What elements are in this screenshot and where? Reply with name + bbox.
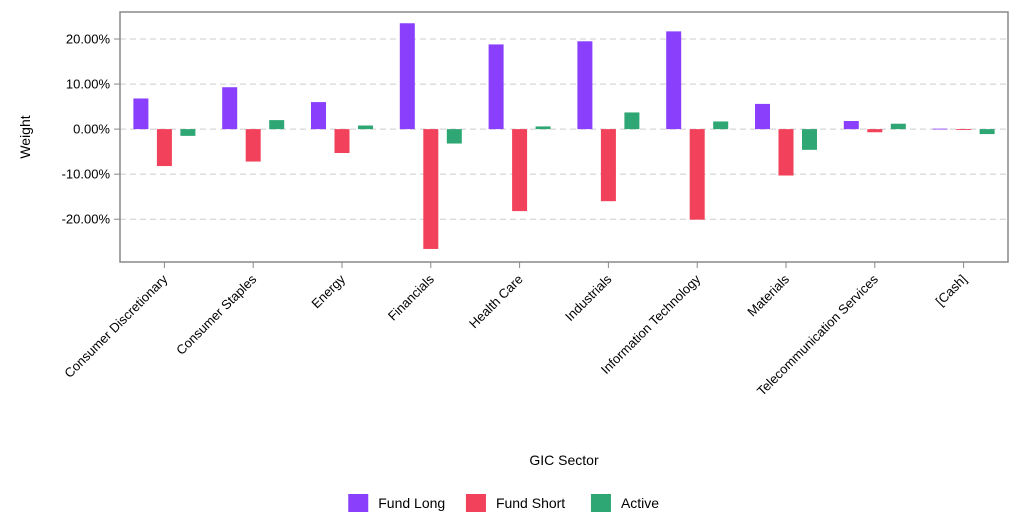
legend-item: Active [590,494,659,512]
legend: Fund Long Fund Short Active [348,494,659,512]
x-axis-ticks: Consumer Discretionary Consumer Staples En… [61,262,970,399]
bar [180,129,196,136]
bar [802,129,817,150]
x-tick-label: Industrials [562,271,615,324]
bar [932,128,948,130]
bar [311,102,326,130]
x-tick-label: Materials [744,271,792,319]
x-tick-label: Information Technology [598,271,704,377]
legend-item: Fund Long [348,494,445,512]
y-tick-label: -10.00% [62,167,111,182]
legend-swatch [348,494,369,512]
legend-label: Fund Short [496,495,565,511]
bar [956,129,972,131]
legend-swatch [590,494,611,512]
bar [778,129,794,176]
x-tick-label: Financials [385,271,437,323]
y-axis-ticks: 20.00% 10.00% 0.00% -10.00% -20.00% [62,32,120,227]
bar [358,125,373,130]
x-tick-label: Consumer Discretionary [61,271,171,381]
x-axis-title: GIC Sector [529,452,599,468]
legend-item: Fund Short [465,494,565,512]
bar [666,31,682,130]
y-tick-label: 10.00% [66,77,111,92]
x-tick-label: Health Care [466,272,526,332]
bar [269,120,285,130]
bar [755,103,770,130]
bar [156,129,172,167]
bar [488,44,504,130]
bar [577,41,593,130]
bar [600,129,616,202]
legend-swatch [465,494,486,512]
y-tick-label: 20.00% [66,32,111,47]
y-tick-label: -20.00% [62,212,111,227]
bar [512,129,528,212]
bar [222,87,238,130]
bar [245,129,261,162]
bar [867,129,883,133]
bar [535,126,551,130]
bar [133,98,149,130]
bar [399,23,415,130]
y-axis-title: Weight [17,115,33,158]
bar [423,129,439,249]
bar [334,129,350,153]
x-tick-label: Consumer Staples [173,271,260,358]
bar [446,129,462,144]
bar [624,112,640,130]
x-tick-label: Energy [308,271,348,311]
bar [890,123,906,130]
bar-layer [133,23,995,249]
bar [713,121,729,130]
grid-layer [120,38,1008,220]
legend-label: Fund Long [378,495,445,511]
bar [843,121,859,130]
bar [689,129,705,220]
x-tick-label: [Cash] [933,272,970,309]
legend-label: Active [621,495,659,511]
y-tick-label: 0.00% [73,122,110,137]
bar [979,129,995,135]
plot-frame [119,11,1009,263]
